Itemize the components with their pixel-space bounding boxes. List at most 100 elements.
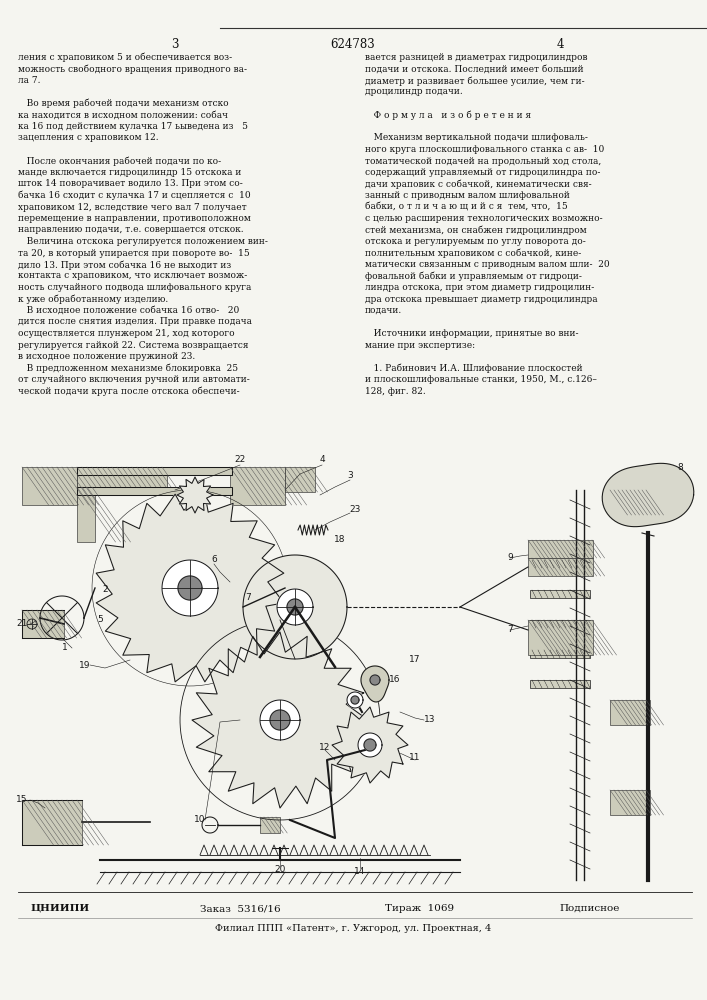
Text: 10: 10 [194, 816, 206, 824]
Polygon shape [364, 739, 376, 751]
Text: бабки, о т л и ч а ю щ и й с я  тем, что,  15: бабки, о т л и ч а ю щ и й с я тем, что,… [365, 202, 568, 212]
Text: 6: 6 [211, 556, 217, 564]
Bar [530, 590, 590, 598]
Polygon shape [347, 692, 363, 708]
Text: 7: 7 [245, 593, 251, 602]
Bar [22, 800, 82, 845]
Text: стей механизма, он снабжен гидроцилиндром: стей механизма, он снабжен гидроцилиндро… [365, 226, 587, 235]
Polygon shape [177, 477, 213, 513]
Text: Во время рабочей подачи механизм отско: Во время рабочей подачи механизм отско [18, 99, 228, 108]
Bar [528, 558, 593, 576]
Polygon shape [358, 733, 382, 757]
Bar [530, 680, 590, 688]
Text: 13: 13 [424, 716, 436, 724]
Text: 22: 22 [235, 456, 245, 464]
Text: 23: 23 [349, 506, 361, 514]
Text: контакта с храповиком, что исключает возмож-: контакта с храповиком, что исключает воз… [18, 271, 247, 280]
Polygon shape [162, 560, 218, 616]
Text: в исходное положение пружиной 23.: в исходное положение пружиной 23. [18, 352, 195, 361]
Text: осуществляется плунжером 21, ход которого: осуществляется плунжером 21, ход которог… [18, 329, 235, 338]
Text: бачка 16 сходит с кулачка 17 и сцепляется с  10: бачка 16 сходит с кулачка 17 и сцепляетс… [18, 191, 250, 200]
Text: ления с храповиком 5 и обеспечивается воз-: ления с храповиком 5 и обеспечивается во… [18, 53, 232, 62]
Text: фовальной бабки и управляемым от гидроци-: фовальной бабки и управляемым от гидроци… [365, 271, 582, 281]
Text: 3: 3 [347, 472, 353, 481]
Polygon shape [351, 696, 359, 704]
Text: манде включается гидроцилиндр 15 отскока и: манде включается гидроцилиндр 15 отскока… [18, 168, 241, 177]
Bar [77, 467, 167, 487]
Text: 8: 8 [677, 464, 683, 473]
Text: занный с приводным валом шлифовальной: занный с приводным валом шлифовальной [365, 191, 570, 200]
Text: 1. Рабинович И.А. Шлифование плоскостей: 1. Рабинович И.А. Шлифование плоскостей [365, 363, 583, 373]
Text: диаметр и развивает большее усилие, чем ги-: диаметр и развивает большее усилие, чем … [365, 76, 585, 86]
Bar [285, 467, 315, 492]
Bar [22, 467, 77, 505]
Text: Механизм вертикальной подачи шлифоваль-: Механизм вертикальной подачи шлифоваль- [365, 133, 588, 142]
Text: линдра отскока, при этом диаметр гидроцилин-: линдра отскока, при этом диаметр гидроци… [365, 283, 595, 292]
Text: ного круга плоскошлифовального станка с ав-  10: ного круга плоскошлифовального станка с … [365, 145, 604, 154]
Text: направлению подачи, т.е. совершается отскок.: направлению подачи, т.е. совершается отс… [18, 226, 244, 234]
Text: и плоскошлифовальные станки, 1950, М., с.126–: и плоскошлифовальные станки, 1950, М., с… [365, 375, 597, 384]
Text: Подписное: Подписное [560, 904, 620, 913]
Bar [610, 490, 650, 515]
Text: 15: 15 [16, 796, 28, 804]
Text: подачи.: подачи. [365, 306, 402, 315]
Text: от случайного включения ручной или автомати-: от случайного включения ручной или автом… [18, 375, 250, 384]
Bar [22, 610, 64, 638]
Text: 19: 19 [79, 660, 90, 670]
Bar [77, 487, 232, 495]
Text: зацепления с храповиком 12.: зацепления с храповиком 12. [18, 133, 158, 142]
Text: полнительным храповиком с собачкой, кине-: полнительным храповиком с собачкой, кине… [365, 248, 581, 258]
Text: ка находится в исходном положении: собач: ка находится в исходном положении: собач [18, 110, 228, 119]
Polygon shape [332, 707, 408, 783]
Bar [77, 467, 232, 475]
Text: дроцилиндр подачи.: дроцилиндр подачи. [365, 88, 463, 97]
Text: перемещение в направлении, противоположном: перемещение в направлении, противоположн… [18, 214, 251, 223]
Text: Заказ  5316/16: Заказ 5316/16 [199, 904, 280, 913]
Bar [610, 790, 650, 815]
Text: 624783: 624783 [331, 38, 375, 51]
Polygon shape [270, 710, 290, 730]
Text: дра отскока превышает диаметр гидроцилиндра: дра отскока превышает диаметр гидроцилин… [365, 294, 597, 304]
Text: 21: 21 [16, 619, 28, 629]
Text: ность случайного подвода шлифовального круга: ность случайного подвода шлифовального к… [18, 283, 252, 292]
Polygon shape [96, 494, 284, 682]
Text: дится после снятия изделия. При правке подача: дится после снятия изделия. При правке п… [18, 318, 252, 326]
Text: 4: 4 [556, 38, 563, 51]
Text: 11: 11 [409, 754, 421, 762]
Text: вается разницей в диаметрах гидроцилиндров: вается разницей в диаметрах гидроцилиндр… [365, 53, 588, 62]
Polygon shape [287, 599, 303, 615]
Text: содержащий управляемый от гидроцилиндра по-: содержащий управляемый от гидроцилиндра … [365, 168, 600, 177]
Polygon shape [277, 589, 313, 625]
Polygon shape [370, 675, 380, 685]
Polygon shape [243, 555, 347, 659]
Text: 17: 17 [409, 656, 421, 664]
Text: 18: 18 [334, 536, 346, 544]
Text: дило 13. При этом собачка 16 не выходит из: дило 13. При этом собачка 16 не выходит … [18, 260, 231, 269]
Polygon shape [192, 632, 368, 808]
Text: 20: 20 [274, 865, 286, 874]
Text: храповиком 12, вследствие чего вал 7 получает: храповиком 12, вследствие чего вал 7 пол… [18, 202, 247, 212]
Text: мание при экспертизе:: мание при экспертизе: [365, 340, 475, 350]
Polygon shape [602, 463, 694, 527]
Text: к уже обработанному изделию.: к уже обработанному изделию. [18, 294, 168, 304]
Text: шток 14 поворачивает водило 13. При этом со-: шток 14 поворачивает водило 13. При этом… [18, 180, 243, 188]
Text: та 20, в который упирается при повороте во-  15: та 20, в который упирается при повороте … [18, 248, 250, 257]
Bar [610, 700, 650, 725]
Text: ЦНИИПИ: ЦНИИПИ [30, 904, 90, 913]
Text: 16: 16 [390, 676, 401, 684]
Bar [260, 817, 280, 833]
Text: томатической подачей на продольный ход стола,: томатической подачей на продольный ход с… [365, 156, 601, 165]
Text: 2: 2 [103, 585, 107, 594]
Text: Величина отскока регулируется положением вин-: Величина отскока регулируется положением… [18, 237, 268, 246]
Text: с целью расширения технологических возможно-: с целью расширения технологических возмо… [365, 214, 602, 223]
Bar [530, 560, 590, 568]
Text: 128, фиг. 82.: 128, фиг. 82. [365, 386, 426, 395]
Polygon shape [260, 700, 300, 740]
Bar [230, 467, 285, 505]
Text: 7: 7 [507, 626, 513, 635]
Text: Филиал ППП «Патент», г. Ужгород, ул. Проектная, 4: Филиал ППП «Патент», г. Ужгород, ул. Про… [215, 924, 491, 933]
Text: 12: 12 [320, 744, 331, 752]
Text: отскока и регулируемым по углу поворота до-: отскока и регулируемым по углу поворота … [365, 237, 586, 246]
Text: После окончания рабочей подачи по ко-: После окончания рабочей подачи по ко- [18, 156, 221, 166]
Bar [528, 620, 593, 655]
